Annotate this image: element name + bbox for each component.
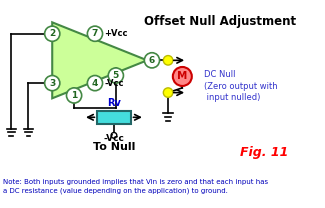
Text: Fig. 11: Fig. 11 [240,146,288,159]
Text: +Vcc: +Vcc [104,29,128,38]
Text: Rv: Rv [107,98,121,108]
FancyBboxPatch shape [97,111,131,124]
Text: To Null: To Null [93,142,135,152]
Text: -Vcc: -Vcc [104,79,124,88]
Text: 5: 5 [113,71,119,80]
Circle shape [144,53,160,68]
Circle shape [108,68,124,83]
Text: 1: 1 [71,91,77,100]
Circle shape [45,26,60,41]
Polygon shape [52,22,147,98]
Circle shape [45,76,60,91]
Text: 4: 4 [92,79,98,88]
Circle shape [173,67,192,86]
Text: DC Null
(Zero output with
 input nulled): DC Null (Zero output with input nulled) [204,70,278,102]
Text: 2: 2 [49,29,55,38]
Text: -Vcc: -Vcc [104,134,124,143]
Text: Note: Both inputs grounded implies that Vin is zero and that each input has
a DC: Note: Both inputs grounded implies that … [3,179,268,194]
Text: 7: 7 [92,29,98,38]
Circle shape [67,88,82,103]
Text: M: M [177,72,188,82]
Text: Offset Null Adjustment: Offset Null Adjustment [144,15,296,28]
Circle shape [163,56,173,65]
Text: 6: 6 [149,56,155,65]
Circle shape [87,26,103,41]
Circle shape [111,132,117,138]
Circle shape [87,76,103,91]
Text: 3: 3 [49,79,55,88]
Circle shape [163,88,173,97]
